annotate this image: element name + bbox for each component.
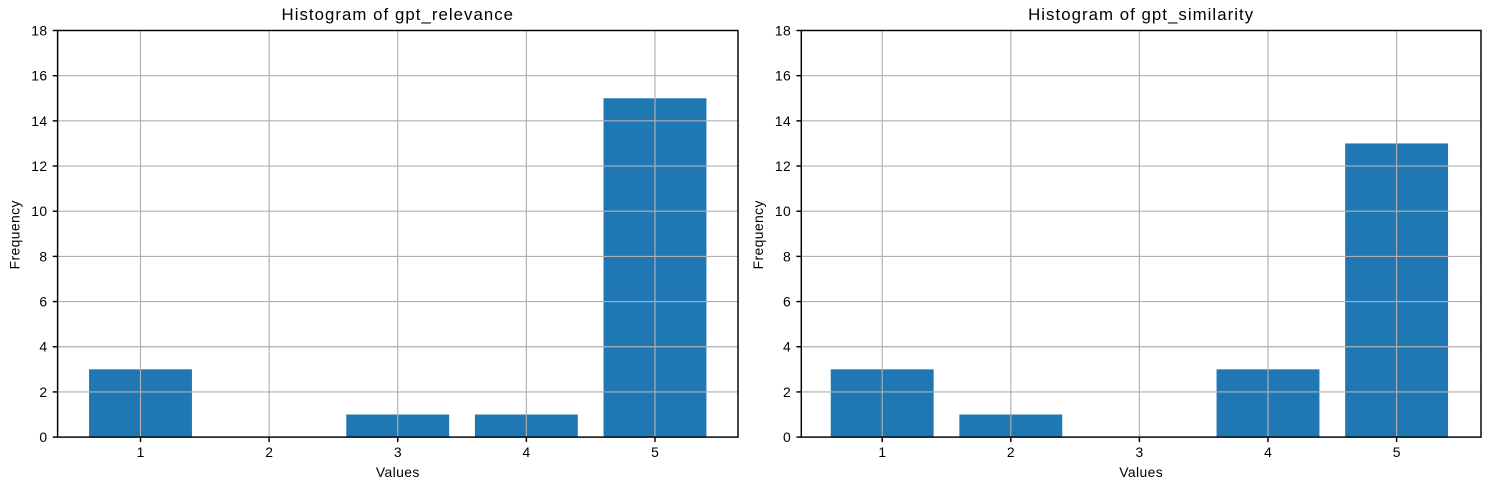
svg-text:Frequency: Frequency: [750, 200, 766, 269]
svg-text:2: 2: [1007, 444, 1015, 460]
svg-text:5: 5: [1393, 444, 1401, 460]
svg-text:Histogram of gpt_relevance: Histogram of gpt_relevance: [282, 5, 515, 24]
svg-text:4: 4: [39, 339, 47, 355]
svg-text:3: 3: [1136, 444, 1144, 460]
svg-text:10: 10: [31, 203, 47, 219]
svg-text:2: 2: [265, 444, 273, 460]
svg-text:Values: Values: [376, 464, 420, 480]
svg-text:0: 0: [783, 429, 791, 445]
svg-text:18: 18: [31, 23, 47, 39]
svg-text:Histogram of gpt_similarity: Histogram of gpt_similarity: [1028, 5, 1254, 24]
svg-text:8: 8: [39, 248, 47, 264]
svg-text:16: 16: [31, 68, 47, 84]
svg-text:12: 12: [31, 158, 47, 174]
svg-text:4: 4: [522, 444, 530, 460]
svg-text:1: 1: [878, 444, 886, 460]
svg-text:4: 4: [1264, 444, 1272, 460]
svg-text:2: 2: [783, 384, 791, 400]
svg-text:18: 18: [775, 23, 791, 39]
svg-text:0: 0: [39, 429, 47, 445]
svg-text:1: 1: [137, 444, 145, 460]
svg-text:12: 12: [775, 158, 791, 174]
svg-text:5: 5: [651, 444, 659, 460]
svg-text:3: 3: [394, 444, 402, 460]
svg-text:6: 6: [39, 294, 47, 310]
svg-text:6: 6: [783, 294, 791, 310]
svg-text:14: 14: [31, 113, 47, 129]
svg-text:8: 8: [783, 248, 791, 264]
svg-text:4: 4: [783, 339, 791, 355]
svg-text:16: 16: [775, 68, 791, 84]
svg-text:2: 2: [39, 384, 47, 400]
svg-text:Values: Values: [1119, 464, 1163, 480]
svg-text:Frequency: Frequency: [7, 200, 23, 269]
svg-text:10: 10: [775, 203, 791, 219]
svg-text:14: 14: [775, 113, 791, 129]
